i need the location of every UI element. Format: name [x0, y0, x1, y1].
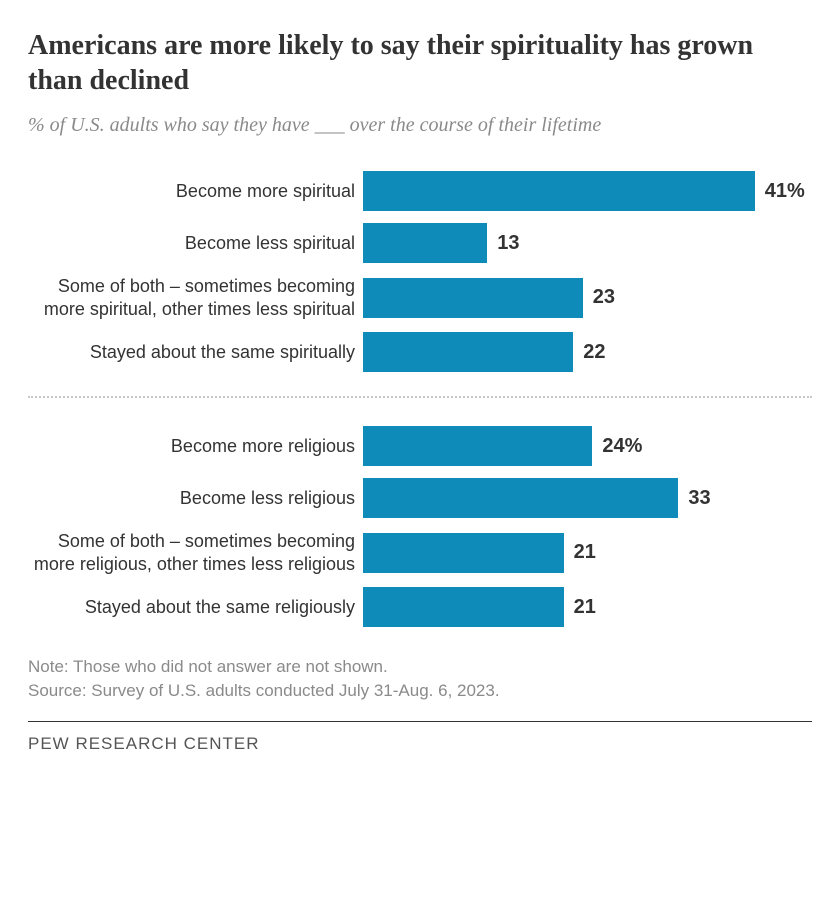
bar-value: 22: [583, 341, 605, 364]
bar-area: 24%: [363, 426, 812, 466]
bar-value: 21: [574, 541, 596, 564]
bar-area: 41%: [363, 171, 812, 211]
bar: [363, 278, 583, 318]
bar-area: 21: [363, 533, 812, 573]
bar-area: 13: [363, 223, 812, 263]
bar: [363, 533, 564, 573]
bar-row: Stayed about the same religiously 21: [28, 587, 812, 627]
bar-row: Some of both – sometimes becoming more s…: [28, 275, 812, 320]
bar-label: Become more spiritual: [28, 180, 363, 203]
bar-label: Stayed about the same religiously: [28, 596, 363, 619]
bar: [363, 171, 755, 211]
bar-area: 33: [363, 478, 812, 518]
bar-value: 33: [688, 487, 710, 510]
chart-title: Americans are more likely to say their s…: [28, 28, 812, 98]
chart-notes: Note: Those who did not answer are not s…: [28, 655, 812, 703]
group-divider: [28, 396, 812, 398]
bar-value: 41%: [765, 180, 805, 203]
chart-groups: Become more spiritual 41% Become less spir…: [28, 171, 812, 627]
bar-label: Some of both – sometimes becoming more s…: [28, 275, 363, 320]
bar-value: 23: [593, 286, 615, 309]
note-line: Note: Those who did not answer are not s…: [28, 655, 812, 679]
footer-divider: [28, 721, 812, 722]
bar-row: Become more spiritual 41%: [28, 171, 812, 211]
chart-subtitle: % of U.S. adults who say they have ___ o…: [28, 112, 812, 139]
source-org: PEW RESEARCH CENTER: [28, 734, 812, 754]
bar-label: Stayed about the same spiritually: [28, 341, 363, 364]
bar: [363, 478, 678, 518]
bar-label: Become more religious: [28, 435, 363, 458]
chart-group-spiritual: Become more spiritual 41% Become less spir…: [28, 171, 812, 372]
bar-value: 13: [497, 232, 519, 255]
bar-row: Become more religious 24%: [28, 426, 812, 466]
bar: [363, 332, 573, 372]
bar-area: 22: [363, 332, 812, 372]
chart-group-religious: Become more religious 24% Become less reli…: [28, 426, 812, 627]
bar-area: 23: [363, 278, 812, 318]
bar: [363, 223, 487, 263]
bar-label: Become less spiritual: [28, 232, 363, 255]
bar-value: 24%: [602, 435, 642, 458]
bar-row: Become less spiritual 13: [28, 223, 812, 263]
source-line: Source: Survey of U.S. adults conducted …: [28, 679, 812, 703]
bar-row: Become less religious 33: [28, 478, 812, 518]
bar-row: Some of both – sometimes becoming more r…: [28, 530, 812, 575]
bar-label: Become less religious: [28, 487, 363, 510]
bar-row: Stayed about the same spiritually 22: [28, 332, 812, 372]
bar: [363, 426, 592, 466]
bar-label: Some of both – sometimes becoming more r…: [28, 530, 363, 575]
bar-area: 21: [363, 587, 812, 627]
bar-value: 21: [574, 596, 596, 619]
bar: [363, 587, 564, 627]
